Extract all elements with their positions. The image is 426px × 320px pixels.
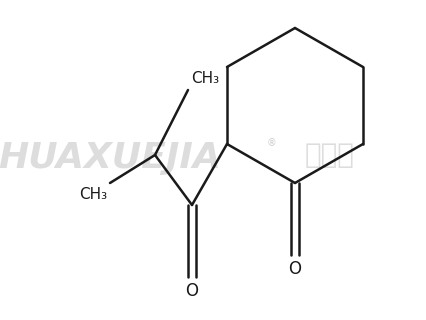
Text: O: O bbox=[185, 282, 199, 300]
Text: CH₃: CH₃ bbox=[191, 71, 219, 86]
Text: ®: ® bbox=[267, 138, 277, 148]
Text: 化学加: 化学加 bbox=[305, 141, 355, 169]
Text: HUAXUEJIA: HUAXUEJIA bbox=[0, 141, 222, 175]
Text: CH₃: CH₃ bbox=[79, 187, 107, 202]
Text: O: O bbox=[288, 260, 302, 278]
